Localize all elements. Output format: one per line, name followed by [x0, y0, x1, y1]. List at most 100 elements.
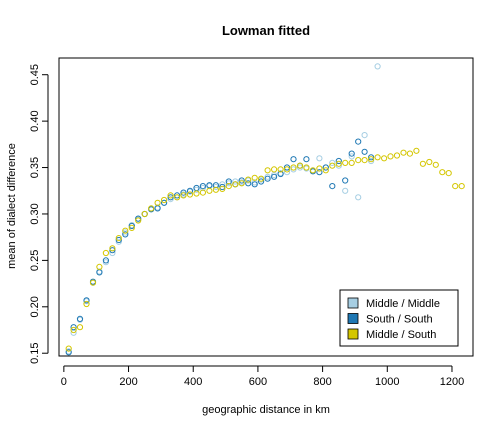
- x-tick-label: 1200: [440, 376, 464, 388]
- legend-label: Middle / South: [366, 329, 436, 341]
- x-tick-label: 400: [184, 376, 202, 388]
- data-point: [329, 159, 336, 166]
- data-point: [296, 164, 304, 171]
- data-point: [89, 279, 97, 286]
- data-point: [193, 190, 200, 197]
- data-point: [271, 173, 278, 180]
- data-point: [161, 196, 168, 204]
- data-point: [329, 162, 336, 169]
- data-point: [174, 194, 181, 201]
- data-point: [368, 154, 375, 161]
- data-point: [122, 227, 129, 234]
- y-tick-label: 0.40: [29, 110, 41, 131]
- data-point: [225, 180, 232, 187]
- data-point: [322, 164, 329, 171]
- data-point: [361, 132, 368, 139]
- data-point: [335, 162, 342, 169]
- data-point: [439, 169, 446, 176]
- data-point: [381, 155, 388, 162]
- data-point: [303, 156, 310, 163]
- data-point: [148, 205, 155, 212]
- chart-title: Lowman fitted: [222, 23, 310, 38]
- data-point: [219, 183, 226, 191]
- legend-swatch: [347, 328, 359, 340]
- y-tick-label: 0.15: [29, 343, 41, 364]
- data-point: [277, 166, 284, 173]
- data-point: [199, 189, 206, 196]
- data-point: [70, 324, 77, 331]
- data-point: [445, 170, 452, 177]
- data-point: [206, 187, 213, 194]
- plot-area: [58, 57, 474, 357]
- data-point: [109, 249, 116, 257]
- y-tick-label: 0.35: [29, 157, 41, 178]
- data-point: [70, 326, 77, 334]
- data-point: [283, 166, 291, 173]
- data-point: [387, 153, 394, 160]
- data-point: [309, 167, 316, 174]
- data-point: [76, 324, 84, 331]
- data-point: [65, 349, 72, 356]
- data-point: [76, 315, 84, 322]
- data-point: [342, 177, 349, 184]
- data-point: [141, 210, 148, 218]
- data-point: [122, 229, 129, 236]
- data-point: [283, 169, 291, 176]
- series-2: [65, 138, 375, 356]
- data-point: [290, 166, 297, 173]
- data-point: [186, 187, 194, 194]
- data-point: [400, 149, 407, 156]
- y-tick-label: 0.30: [29, 203, 41, 224]
- data-point: [102, 249, 110, 257]
- data-point: [342, 159, 349, 166]
- data-point: [335, 157, 342, 165]
- data-point: [316, 165, 323, 172]
- data-point: [329, 183, 336, 190]
- data-point: [432, 161, 439, 168]
- data-point: [264, 167, 271, 174]
- data-point: [199, 183, 206, 190]
- data-point: [180, 189, 187, 196]
- x-tick-label: 1000: [375, 376, 399, 388]
- series-1: [65, 63, 381, 355]
- data-point: [277, 170, 284, 178]
- data-point: [232, 178, 239, 185]
- data-point: [348, 159, 355, 166]
- data-point: [193, 186, 200, 193]
- data-point: [109, 247, 116, 254]
- data-point: [232, 181, 239, 188]
- data-point: [368, 156, 375, 163]
- data-point: [458, 183, 465, 190]
- data-point: [258, 178, 265, 185]
- data-point: [219, 185, 226, 192]
- legend-swatch: [347, 297, 359, 309]
- data-point: [128, 222, 135, 230]
- data-point: [251, 181, 258, 188]
- data-point: [258, 175, 265, 182]
- data-point: [251, 174, 258, 181]
- data-point: [161, 199, 168, 206]
- data-point: [368, 157, 375, 165]
- data-point: [135, 215, 142, 222]
- y-axis: 0.15 0.20 0.25 0.30 0.35 0.40 0.45: [29, 64, 49, 364]
- data-point: [238, 177, 245, 184]
- y-tick-label: 0.25: [29, 250, 41, 271]
- data-point: [167, 192, 174, 199]
- legend-swatch: [347, 313, 359, 324]
- plot-border: [58, 57, 474, 357]
- data-point: [264, 175, 271, 182]
- data-point: [225, 178, 232, 185]
- data-point: [212, 182, 219, 189]
- data-point: [374, 154, 381, 161]
- data-point: [180, 192, 187, 199]
- legend-box: [339, 289, 459, 347]
- y-tick-label: 0.45: [29, 64, 41, 85]
- data-point: [245, 176, 252, 183]
- data-point: [264, 173, 271, 180]
- data-point: [174, 192, 181, 199]
- x-tick-label: 0: [61, 376, 67, 388]
- data-point: [102, 259, 110, 266]
- data-point: [361, 148, 368, 155]
- data-point: [135, 217, 142, 224]
- data-point: [316, 155, 323, 162]
